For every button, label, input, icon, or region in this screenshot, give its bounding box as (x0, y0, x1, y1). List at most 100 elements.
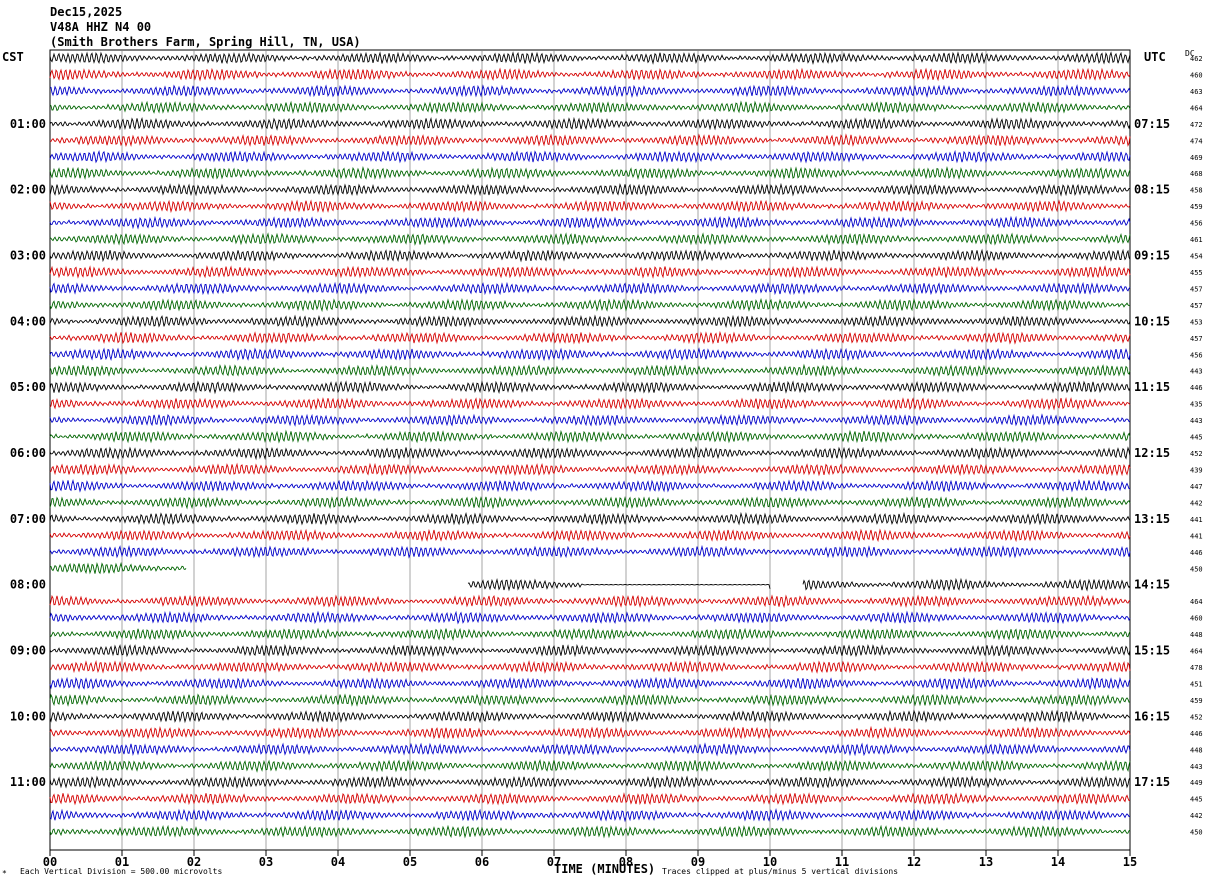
dc-offset-value: 457 (1190, 335, 1203, 343)
seismic-trace (49, 248, 1131, 263)
left-hour-label: 03:00 (10, 249, 46, 263)
dc-offset-value: 459 (1190, 697, 1203, 705)
right-hour-label: 11:15 (1134, 380, 1170, 394)
seismic-trace (49, 792, 1131, 806)
seismic-trace (49, 478, 1131, 493)
dc-offset-value: 446 (1190, 730, 1203, 738)
seismic-trace (49, 775, 1131, 790)
left-hour-label: 09:00 (10, 644, 46, 658)
dc-offset-value: 435 (1190, 401, 1203, 409)
dc-offset-value: 441 (1190, 532, 1203, 540)
dc-offset-value: 469 (1190, 154, 1203, 162)
dc-offset-value: 464 (1190, 104, 1203, 112)
x-tick-label: 13 (979, 855, 993, 869)
x-tick-label: 03 (259, 855, 273, 869)
dc-offset-value: 468 (1190, 170, 1203, 178)
dc-offset-value: 445 (1190, 796, 1203, 804)
station-code: V48A HHZ N4 00 (50, 20, 152, 34)
left-hour-label: 08:00 (10, 578, 46, 592)
seismic-trace (49, 676, 1131, 691)
seismic-trace (49, 265, 1131, 279)
seismic-trace (49, 808, 1131, 823)
dc-offset-value: 448 (1190, 746, 1203, 754)
seismic-trace (49, 182, 1131, 197)
right-hour-label: 09:15 (1134, 249, 1170, 263)
dc-offset-value: 443 (1190, 417, 1203, 425)
station-location: (Smith Brothers Farm, Spring Hill, TN, U… (50, 35, 361, 49)
x-tick-label: 14 (1051, 855, 1065, 869)
seismic-trace (49, 758, 1131, 773)
left-hour-label: 06:00 (10, 446, 46, 460)
dc-offset-value: 442 (1190, 812, 1203, 820)
dc-offset-value: 456 (1190, 351, 1203, 359)
dc-offset-value: 442 (1190, 499, 1203, 507)
dc-offset-value: 464 (1190, 598, 1203, 606)
seismic-trace (467, 577, 1131, 592)
seismic-trace (49, 397, 1131, 411)
dc-offset-value: 447 (1190, 483, 1203, 491)
seismic-trace (49, 347, 1131, 362)
seismic-trace (49, 824, 1131, 839)
x-tick-label: 02 (187, 855, 201, 869)
right-hour-label: 14:15 (1134, 578, 1170, 592)
logo-mark: * (2, 869, 7, 878)
left-hour-label: 07:00 (10, 512, 46, 526)
dc-offset-value: 463 (1190, 88, 1203, 96)
seismic-trace (49, 660, 1131, 674)
dc-offset-value: 445 (1190, 434, 1203, 442)
x-tick-label: 04 (331, 855, 345, 869)
dc-offset-value: 474 (1190, 137, 1203, 145)
seismic-trace (49, 67, 1131, 82)
dc-offset-value: 461 (1190, 236, 1203, 244)
seismic-trace (49, 51, 1131, 66)
dc-offset-value: 449 (1190, 779, 1203, 787)
seismic-trace (49, 149, 1131, 164)
seismic-trace (49, 544, 1131, 559)
dc-offset-value: 456 (1190, 220, 1203, 228)
x-tick-label: 10 (763, 855, 777, 869)
dc-offset-header: DC (1185, 49, 1195, 58)
dc-offset-value: 451 (1190, 680, 1203, 688)
plot-frame (49, 49, 1131, 851)
seismic-trace (49, 380, 1131, 395)
dc-offset-value: 450 (1190, 565, 1203, 573)
seismic-trace (49, 429, 1131, 444)
seismic-trace (49, 627, 1131, 642)
x-tick-label: 12 (907, 855, 921, 869)
left-hour-label: 10:00 (10, 709, 46, 723)
dc-offset-value: 459 (1190, 203, 1203, 211)
dc-offset-value: 472 (1190, 121, 1203, 129)
dc-offset-value: 441 (1190, 516, 1203, 524)
seismic-trace (49, 561, 187, 575)
x-tick-label: 11 (835, 855, 849, 869)
x-tick-label: 15 (1123, 855, 1137, 869)
left-timezone-label: CST (2, 50, 24, 64)
x-tick-label: 00 (43, 855, 57, 869)
right-hour-label: 07:15 (1134, 117, 1170, 131)
right-hour-label: 12:15 (1134, 446, 1170, 460)
x-tick-label: 07 (547, 855, 561, 869)
dc-offset-value: 446 (1190, 384, 1203, 392)
chart-date: Dec15,2025 (50, 5, 123, 19)
x-tick-label: 01 (115, 855, 129, 869)
seismic-trace (49, 215, 1131, 230)
dc-offset-value: 478 (1190, 664, 1203, 672)
seismic-trace (49, 610, 1131, 625)
left-hour-label: 01:00 (10, 117, 46, 131)
dc-offset-value: 457 (1190, 285, 1203, 293)
seismic-trace (49, 709, 1131, 724)
seismic-trace (49, 462, 1131, 477)
seismic-trace (49, 330, 1131, 345)
dc-offset-value: 462 (1190, 55, 1203, 63)
right-hour-label: 13:15 (1134, 512, 1170, 526)
dc-offset-value: 452 (1190, 713, 1203, 721)
x-tick-label: 09 (691, 855, 705, 869)
left-hour-label: 02:00 (10, 183, 46, 197)
seismic-trace (49, 693, 1131, 708)
dc-offset-value: 454 (1190, 253, 1203, 261)
dc-offset-value: 450 (1190, 829, 1203, 837)
seismic-trace (49, 511, 1131, 526)
right-hour-label: 15:15 (1134, 644, 1170, 658)
dc-offset-value: 453 (1190, 318, 1203, 326)
